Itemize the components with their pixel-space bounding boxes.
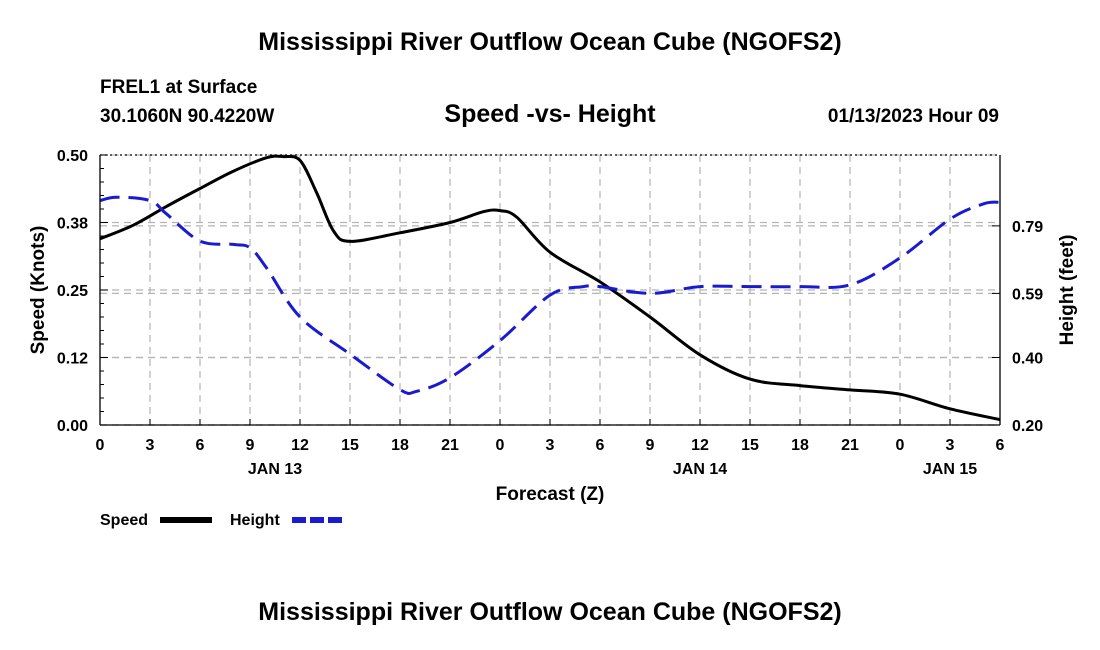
y-axis-label: Speed (Knots) bbox=[28, 226, 49, 355]
y2-tick-label: 0.59 bbox=[1012, 286, 1043, 303]
x-tick-label: 12 bbox=[291, 437, 309, 454]
y2-tick-label: 0.79 bbox=[1012, 219, 1043, 236]
date-label: JAN 15 bbox=[923, 461, 977, 478]
forecast-timestamp: 01/13/2023 Hour 09 bbox=[827, 106, 999, 127]
plot-frame bbox=[99, 154, 1001, 426]
x-tick-label: 15 bbox=[741, 437, 759, 454]
x-tick-label: 3 bbox=[946, 437, 955, 454]
date-label: JAN 14 bbox=[673, 461, 727, 478]
footer-title: Mississippi River Outflow Ocean Cube (NG… bbox=[258, 598, 842, 626]
x-tick-label: 9 bbox=[246, 437, 255, 454]
x-tick-label: 6 bbox=[196, 437, 205, 454]
x-tick-label: 18 bbox=[391, 437, 409, 454]
x-tick-label: 21 bbox=[441, 437, 459, 454]
main-title: Mississippi River Outflow Ocean Cube (NG… bbox=[258, 28, 842, 56]
x-tick-label: 9 bbox=[646, 437, 655, 454]
grid bbox=[100, 154, 1000, 426]
x-tick-label: 15 bbox=[341, 437, 359, 454]
x-tick-label: 6 bbox=[596, 437, 605, 454]
x-tick-label: 0 bbox=[496, 437, 505, 454]
date-label: JAN 13 bbox=[248, 461, 302, 478]
x-tick-label: 0 bbox=[896, 437, 905, 454]
x-axis-label: Forecast (Z) bbox=[496, 484, 605, 505]
y-tick-label: 0.00 bbox=[57, 418, 88, 435]
x-tick-label: 12 bbox=[691, 437, 709, 454]
legend: Speed Height bbox=[100, 512, 342, 529]
legend-label-height: Height bbox=[230, 512, 280, 529]
y-tick-label: 0.50 bbox=[57, 148, 88, 165]
x-tick-label: 3 bbox=[546, 437, 555, 454]
x-tick-label: 6 bbox=[996, 437, 1005, 454]
legend-label-speed: Speed bbox=[100, 512, 148, 529]
y-tick-label: 0.25 bbox=[57, 283, 88, 300]
series-line-speed bbox=[99, 154, 1001, 422]
x-tick-label: 0 bbox=[96, 437, 105, 454]
axes: 0.00 0.12 0.25 0.38 0.50 0.20 0.40 0.59 0.79 0 3 6 9… bbox=[28, 148, 1078, 505]
station-coordinates: 30.1060N 90.4220W bbox=[100, 106, 275, 127]
x-tick-label: 21 bbox=[841, 437, 859, 454]
x-tick-label: 18 bbox=[791, 437, 809, 454]
y2-tick-label: 0.20 bbox=[1012, 418, 1043, 435]
x-tick-label: 3 bbox=[146, 437, 155, 454]
chart-title: Speed -vs- Height bbox=[444, 100, 656, 128]
y2-tick-label: 0.40 bbox=[1012, 351, 1043, 368]
y-tick-label: 0.38 bbox=[57, 216, 88, 233]
series-line-height bbox=[99, 195, 1001, 395]
station-name: FREL1 at Surface bbox=[100, 77, 258, 98]
y2-axis-label: Height (feet) bbox=[1057, 235, 1078, 346]
series bbox=[99, 154, 1001, 422]
y-tick-label: 0.12 bbox=[57, 351, 88, 368]
